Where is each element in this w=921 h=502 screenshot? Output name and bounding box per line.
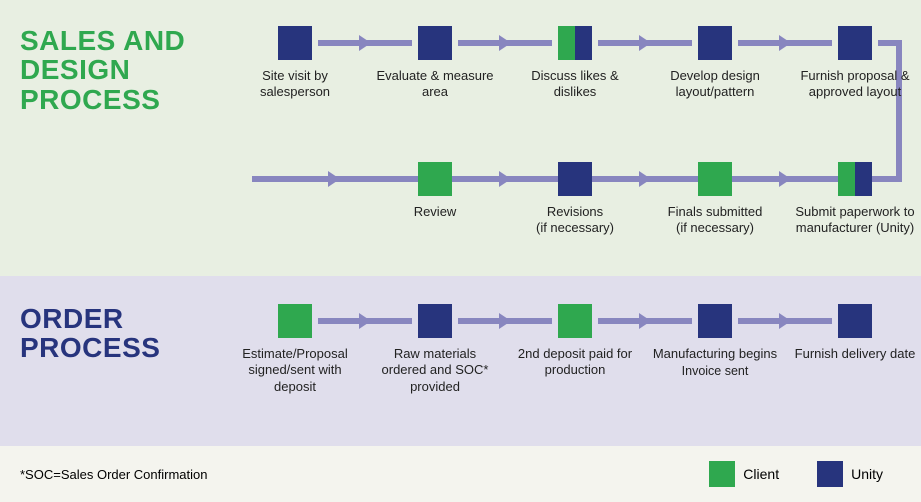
order-step-3: Manufacturing begins Invoice sent [650, 304, 780, 380]
step-label: Submit paperwork to manufacturer (Unity) [790, 204, 920, 237]
step-label: Finals submitted (if necessary) [650, 204, 780, 237]
step-label: Site visit by salesperson [230, 68, 360, 101]
step-box-icon [278, 26, 312, 60]
legend-swatch-unity [817, 461, 843, 487]
sales-row1-step-1: Evaluate & measure area [370, 26, 500, 101]
sales-row1-step-3: Develop design layout/pattern [650, 26, 780, 101]
step-box-icon [838, 162, 872, 196]
step-label: Evaluate & measure area [370, 68, 500, 101]
step-box-icon [418, 304, 452, 338]
step-box-icon [838, 26, 872, 60]
step-box-icon [838, 304, 872, 338]
legend-swatch-client [709, 461, 735, 487]
order-process-title: ORDER PROCESS [20, 304, 220, 363]
step-box-icon [558, 162, 592, 196]
sales-design-title: SALES AND DESIGN PROCESS [20, 26, 220, 114]
step-label: Develop design layout/pattern [650, 68, 780, 101]
step-sublabel: Invoice sent [650, 364, 780, 380]
step-box-icon [418, 26, 452, 60]
step-box-icon [698, 162, 732, 196]
step-box-icon [558, 26, 592, 60]
step-label: Raw materials ordered and SOC* provided [370, 346, 500, 395]
legend-section: *SOC=Sales Order Confirmation Client Unit… [0, 446, 921, 502]
order-step-4: Furnish delivery date [790, 304, 920, 362]
legend-items: Client Unity [689, 461, 901, 487]
sales-row2-step-2: Finals submitted (if necessary) [650, 162, 780, 237]
step-box-icon [418, 162, 452, 196]
sales-row1-step-0: Site visit by salesperson [230, 26, 360, 101]
step-label: Furnish delivery date [790, 346, 920, 362]
step-label: Revisions (if necessary) [510, 204, 640, 237]
sales-row1-step-2: Discuss likes & dislikes [510, 26, 640, 101]
sales-row2-step-3: Submit paperwork to manufacturer (Unity) [790, 162, 920, 237]
step-label: Review [370, 204, 500, 220]
step-box-icon [698, 304, 732, 338]
order-step-2: 2nd deposit paid for production [510, 304, 640, 379]
step-label: 2nd deposit paid for production [510, 346, 640, 379]
order-step-0: Estimate/Proposal signed/sent with depos… [230, 304, 360, 395]
step-label: Estimate/Proposal signed/sent with depos… [230, 346, 360, 395]
step-label: Discuss likes & dislikes [510, 68, 640, 101]
sales-row2-step-1: Revisions (if necessary) [510, 162, 640, 237]
sales-row1-step-4: Furnish proposal & approved layout [790, 26, 920, 101]
order-step-1: Raw materials ordered and SOC* provided [370, 304, 500, 395]
sales-row2-step-0: Review [370, 162, 500, 220]
step-label: Manufacturing begins [650, 346, 780, 362]
step-box-icon [278, 304, 312, 338]
sales-design-process-section: SALES AND DESIGN PROCESS Site visit by s… [0, 0, 921, 276]
step-box-icon [558, 304, 592, 338]
legend-label-unity: Unity [851, 466, 883, 482]
order-process-section: ORDER PROCESS Estimate/Proposal signed/s… [0, 276, 921, 446]
step-box-icon [698, 26, 732, 60]
step-label: Furnish proposal & approved layout [790, 68, 920, 101]
legend-label-client: Client [743, 466, 779, 482]
footnote: *SOC=Sales Order Confirmation [20, 467, 208, 482]
